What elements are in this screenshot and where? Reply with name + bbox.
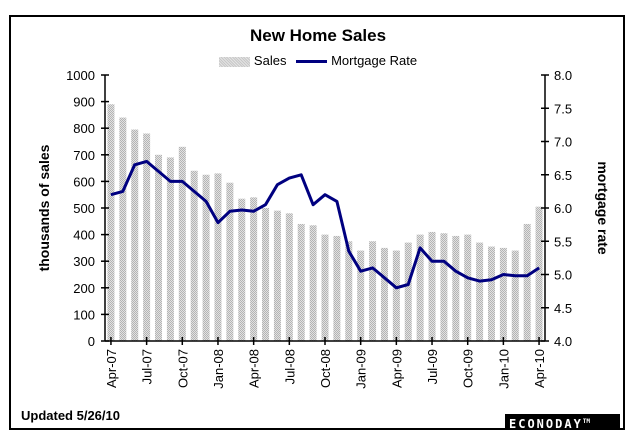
y-tick-label-right: 5.0 [554, 268, 572, 283]
y-tick-label-right: 8.0 [554, 68, 572, 83]
updated-date: Updated 5/26/10 [21, 408, 120, 423]
y-tick-label-left: 400 [73, 228, 95, 243]
bar-sales [511, 250, 519, 341]
bar-sales [285, 213, 293, 341]
y-tick-label-right: 7.0 [554, 135, 572, 150]
y-axis-left-label: thousands of sales [36, 144, 52, 271]
bar-sales [262, 208, 270, 341]
chart-title: New Home Sales [249, 26, 387, 45]
legend-label-mortgage-rate: Mortgage Rate [331, 53, 418, 69]
bar-sales [202, 174, 210, 341]
x-tick-label: Apr-10 [532, 349, 547, 388]
y-tick-label-right: 5.5 [554, 234, 572, 249]
bar-sales [369, 241, 377, 341]
x-tick-label: Apr-08 [247, 349, 262, 388]
bar-sales [357, 250, 365, 341]
y-tick-label-left: 100 [73, 307, 95, 322]
legend-item-sales: Sales [218, 53, 287, 69]
x-tick-label: Jan-09 [354, 349, 369, 389]
y-tick-label-right: 7.5 [554, 101, 572, 116]
bar-sales [297, 223, 305, 341]
y-tick-label-right: 4.5 [554, 301, 572, 316]
x-tick-label: Jul-08 [282, 349, 297, 384]
bar-sales [226, 182, 234, 341]
bar-sales [250, 197, 258, 341]
y-tick-label-left: 900 [73, 95, 95, 110]
bar-sales [321, 234, 329, 341]
bar-sales [535, 206, 543, 341]
bar-sales [452, 235, 460, 341]
y-tick-label-left: 600 [73, 174, 95, 189]
x-tick-label: Oct-09 [461, 349, 476, 388]
bar-sales [380, 247, 388, 341]
x-tick-label: Jul-09 [425, 349, 440, 384]
brand-name: ECONODAY [509, 417, 583, 431]
bar-sales [487, 246, 495, 341]
x-tick-label: Jan-10 [496, 349, 511, 389]
bar-sales [428, 231, 436, 341]
y-tick-label-right: 4.0 [554, 334, 572, 349]
x-tick-label: Oct-08 [318, 349, 333, 388]
bar-sales [499, 247, 507, 341]
bar-sales [345, 241, 353, 341]
bar-sales [190, 170, 198, 341]
y-tick-label-left: 800 [73, 121, 95, 136]
chart-legend: Sales Mortgage Rate [0, 52, 636, 68]
x-tick-label: Jan-08 [211, 349, 226, 389]
bar-sales [523, 223, 531, 341]
bar-sales [440, 233, 448, 341]
bar-sales [178, 146, 186, 341]
bar-sales [416, 234, 424, 341]
y-tick-label-right: 6.0 [554, 201, 572, 216]
legend-swatch-sales [218, 56, 250, 67]
y-tick-label-left: 300 [73, 254, 95, 269]
trademark-mark: TM [582, 418, 591, 425]
y-tick-label-left: 0 [88, 334, 95, 349]
y-tick-label-left: 200 [73, 281, 95, 296]
bar-sales [119, 117, 127, 341]
bar-sales [166, 157, 174, 341]
y-axis-right-label: mortgage rate [595, 161, 611, 255]
econoday-logo: ECONODAYTM [505, 414, 620, 431]
bar-sales [131, 129, 139, 341]
x-tick-label: Oct-07 [175, 349, 190, 388]
x-tick-label: Jul-07 [140, 349, 155, 384]
bar-sales [155, 154, 163, 341]
bar-sales [476, 242, 484, 341]
bar-sales [143, 133, 151, 341]
bar-sales [464, 234, 472, 341]
bar-sales [238, 198, 246, 341]
legend-swatch-mortgage-rate [296, 60, 328, 64]
bar-sales [107, 104, 115, 341]
y-tick-label-left: 500 [73, 201, 95, 216]
legend-item-mortgage-rate: Mortgage Rate [296, 53, 417, 68]
bar-sales [214, 173, 222, 341]
bar-sales [309, 225, 317, 341]
bar-sales [392, 250, 400, 341]
x-tick-label: Apr-09 [389, 349, 404, 388]
y-tick-label-left: 700 [73, 148, 95, 163]
x-tick-label: Apr-07 [104, 349, 119, 388]
y-tick-label-right: 6.5 [554, 168, 572, 183]
y-tick-label-left: 1000 [66, 68, 95, 83]
legend-label-sales: Sales [253, 53, 287, 69]
bar-sales [273, 210, 281, 341]
bar-sales [404, 242, 412, 341]
bar-sales [333, 235, 341, 341]
